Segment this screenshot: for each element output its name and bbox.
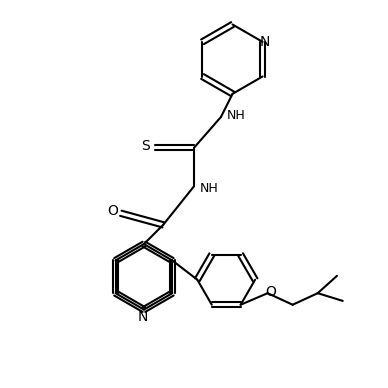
Text: S: S [142,139,150,153]
Text: NH: NH [227,109,246,121]
Text: N: N [138,310,148,324]
Text: O: O [265,286,276,300]
Text: O: O [107,204,119,218]
Text: N: N [259,35,270,49]
Text: NH: NH [200,182,218,195]
